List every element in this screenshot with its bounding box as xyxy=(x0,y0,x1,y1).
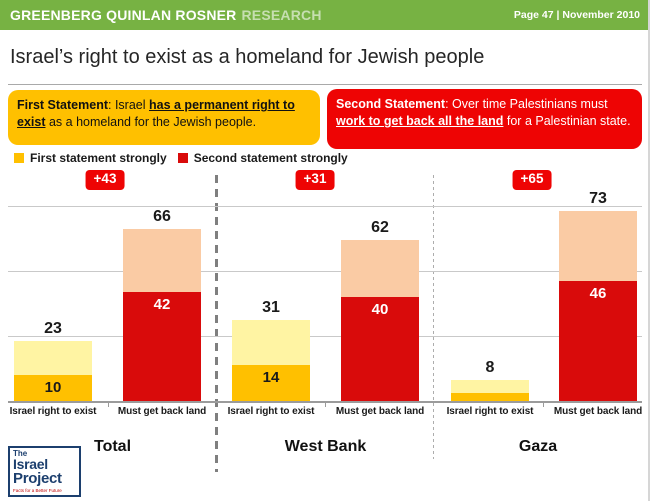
axis-tick-icon xyxy=(108,403,109,407)
page-title: Israel’s right to exist as a homeland fo… xyxy=(10,46,485,68)
category-label: Must get back land xyxy=(117,406,207,417)
logo-line: The xyxy=(13,449,28,458)
bar-segment-weak xyxy=(232,320,310,365)
statement-text: : Israel xyxy=(108,98,149,112)
page-info: Page 47 | November 2010 xyxy=(513,9,640,21)
category-label: Israel right to exist xyxy=(227,406,315,417)
statement-text: work to get back all the land xyxy=(336,114,504,129)
bar-segment-strong: 42 xyxy=(123,291,201,401)
legend: First statement strongly Second statemen… xyxy=(14,151,348,165)
group-separator-dashed xyxy=(215,175,218,472)
bar-segment-weak xyxy=(14,341,92,375)
statement-text: as a homeland for the Jewish people. xyxy=(45,115,257,130)
stacked-bar: 10 xyxy=(14,341,92,401)
legend-label: Second statement strongly xyxy=(193,151,348,165)
group-label: Gaza xyxy=(518,438,558,455)
israel-project-logo: The Israel Project Facts for a Better Fu… xyxy=(8,446,81,497)
brand-secondary: RESEARCH xyxy=(241,7,322,23)
stacked-bar: 14 xyxy=(232,320,310,401)
x-axis-line xyxy=(8,401,642,403)
bar-segment-strong xyxy=(451,393,529,401)
axis-tick-icon xyxy=(543,403,544,407)
statement-text: for a Palestinian state. xyxy=(503,114,631,129)
category-label: Israel right to exist xyxy=(446,406,534,417)
advantage-badge: +65 xyxy=(512,170,552,190)
first-statement-box: First Statement: Israel has a permanent … xyxy=(8,90,320,145)
brand-primary: GREENBERG QUINLAN ROSNER xyxy=(10,7,237,23)
bar-segment-strong: 10 xyxy=(14,374,92,401)
logo-line: Israel xyxy=(13,456,48,472)
stacked-bar xyxy=(451,380,529,401)
category-label: Must get back land xyxy=(335,406,425,417)
statement-text: Second Statement xyxy=(336,97,446,111)
group-label: Total xyxy=(93,438,132,455)
gridline xyxy=(8,271,642,272)
logo-line: Project xyxy=(13,470,62,488)
bar-total-label: 62 xyxy=(371,218,389,236)
second-statement-swatch-icon xyxy=(177,153,188,163)
title-divider xyxy=(8,84,642,85)
gridline xyxy=(8,206,642,207)
bar-total-label: 73 xyxy=(589,190,607,208)
legend-item-first: First statement strongly xyxy=(14,151,167,165)
gridline xyxy=(8,336,642,337)
bar-total-label: 8 xyxy=(485,359,495,377)
group-separator-dotted xyxy=(433,175,434,459)
header-bar: GREENBERG QUINLAN ROSNER RESEARCH Page 47… xyxy=(0,0,648,30)
stacked-bar: 46 xyxy=(559,211,637,401)
stacked-bar: 40 xyxy=(341,239,419,401)
legend-item-second: Second statement strongly xyxy=(177,151,348,165)
bar-total-label: 31 xyxy=(262,299,280,317)
logo-tagline: Facts for a Better Future xyxy=(13,488,62,494)
category-label: Must get back land xyxy=(553,406,643,417)
bar-segment-weak xyxy=(559,211,637,282)
statement-text: : Over time Palestinians must xyxy=(445,97,608,111)
statement-text: has a permanent right to exist xyxy=(17,98,295,130)
advantage-badge: +31 xyxy=(295,170,335,190)
axis-tick-icon xyxy=(325,403,326,407)
bar-segment-weak xyxy=(451,380,529,394)
chart-area: +43 Total 10 23 Israel right to exist 42 66 Mus… xyxy=(0,170,648,501)
advantage-badge: +43 xyxy=(85,170,125,190)
second-statement-box: Second Statement: Over time Palestinians… xyxy=(327,89,642,149)
stacked-bar: 42 xyxy=(123,229,201,401)
group-label: West Bank xyxy=(284,438,367,455)
brand: GREENBERG QUINLAN ROSNER RESEARCH xyxy=(10,7,322,23)
first-statement-swatch-icon xyxy=(14,153,24,163)
bar-segment-strong: 14 xyxy=(232,364,310,401)
bar-total-label: 23 xyxy=(44,320,62,338)
category-label: Israel right to exist xyxy=(9,406,97,417)
bar-segment-weak xyxy=(341,239,419,297)
bar-segment-strong: 46 xyxy=(559,281,637,401)
bar-total-label: 66 xyxy=(153,208,171,226)
statement-text: First Statement xyxy=(17,98,108,112)
legend-label: First statement strongly xyxy=(30,151,167,165)
bar-segment-strong: 40 xyxy=(341,296,419,401)
bar-segment-weak xyxy=(123,229,201,292)
